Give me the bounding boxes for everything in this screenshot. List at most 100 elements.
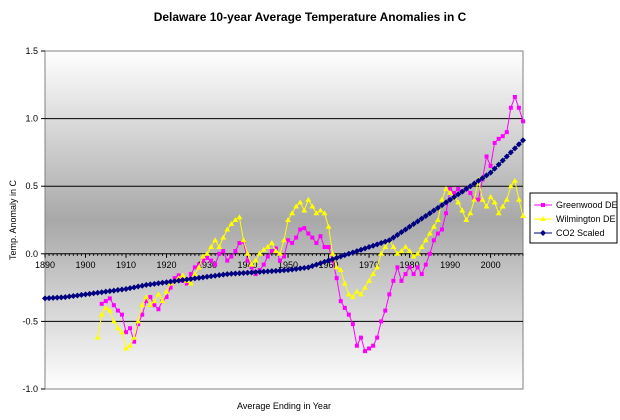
data-point — [511, 145, 518, 152]
data-point — [140, 312, 145, 317]
x-tick-label: 1930 — [197, 260, 217, 270]
data-point — [499, 157, 506, 164]
y-tick-label: 0.0 — [25, 249, 38, 259]
legend: Greenwood DE Wilmington DE CO2 Scaled — [529, 192, 618, 244]
data-point — [103, 299, 108, 304]
data-point — [217, 251, 222, 256]
data-point — [318, 234, 323, 239]
data-point — [322, 245, 327, 250]
data-point — [82, 291, 89, 298]
legend-marker — [540, 230, 546, 236]
data-point — [285, 217, 292, 222]
data-point — [444, 211, 449, 216]
data-point — [294, 235, 299, 240]
data-point — [268, 239, 275, 245]
data-point — [240, 269, 247, 276]
data-point — [115, 308, 120, 313]
data-point — [358, 335, 363, 340]
data-point — [148, 295, 153, 300]
data-point — [135, 318, 142, 324]
x-tick-label: 1920 — [157, 260, 177, 270]
data-point — [131, 284, 138, 291]
data-point — [475, 177, 482, 184]
data-point — [383, 308, 388, 313]
data-point — [164, 295, 169, 300]
data-point — [398, 248, 405, 254]
data-point — [422, 237, 429, 243]
data-point — [248, 269, 255, 276]
data-point — [127, 342, 134, 348]
data-point — [98, 311, 105, 317]
data-point — [132, 339, 137, 344]
data-point — [225, 258, 230, 263]
data-point — [422, 212, 429, 219]
data-point — [151, 280, 158, 287]
data-point — [337, 267, 344, 273]
data-point — [427, 251, 432, 256]
data-point — [463, 217, 470, 222]
data-point — [407, 265, 412, 270]
data-point — [264, 268, 271, 275]
data-point — [94, 289, 101, 296]
data-point — [290, 240, 295, 245]
data-point — [515, 196, 522, 202]
data-point — [520, 137, 526, 144]
data-point — [334, 276, 339, 281]
data-point — [487, 169, 494, 176]
data-point — [298, 227, 303, 232]
data-point — [282, 254, 286, 259]
data-point — [345, 291, 352, 297]
data-point — [240, 237, 247, 243]
data-point — [216, 244, 223, 250]
data-point — [297, 265, 304, 272]
data-point — [212, 272, 219, 279]
data-point — [325, 223, 332, 229]
data-point — [252, 269, 259, 276]
data-point — [293, 203, 300, 209]
data-point — [208, 273, 215, 280]
data-point — [301, 207, 308, 213]
data-point — [456, 186, 461, 191]
series-line — [97, 179, 524, 350]
data-point — [245, 258, 250, 263]
data-point — [447, 196, 454, 203]
data-point — [236, 270, 243, 277]
data-point — [406, 223, 413, 230]
data-point — [487, 194, 494, 200]
data-point — [521, 119, 525, 124]
data-point — [179, 277, 186, 284]
data-point — [106, 307, 113, 313]
x-tick-label: 1950 — [278, 260, 298, 270]
data-point — [128, 326, 133, 331]
data-point — [199, 274, 206, 281]
data-point — [411, 272, 416, 277]
data-point — [302, 226, 307, 231]
x-tick-label: 1940 — [238, 260, 258, 270]
data-point — [338, 299, 343, 304]
data-point — [78, 291, 85, 298]
data-point — [147, 302, 154, 308]
data-point — [289, 266, 296, 273]
data-point — [499, 203, 506, 209]
data-point — [107, 296, 112, 301]
data-point — [268, 268, 275, 275]
data-point — [395, 265, 400, 270]
data-point — [256, 268, 263, 275]
data-point — [306, 231, 311, 236]
data-point — [419, 272, 424, 277]
data-point — [309, 203, 316, 209]
data-point — [224, 271, 231, 278]
data-point — [74, 292, 81, 299]
data-point — [379, 319, 384, 324]
data-point — [249, 265, 254, 270]
legend-marker — [541, 203, 545, 207]
data-point — [143, 294, 150, 300]
data-point — [195, 274, 202, 281]
data-point — [467, 183, 474, 190]
data-point — [507, 149, 514, 156]
plot-area — [44, 50, 524, 390]
data-point — [199, 253, 206, 259]
data-point — [152, 303, 157, 308]
legend-box — [529, 192, 618, 244]
data-point — [390, 234, 397, 241]
